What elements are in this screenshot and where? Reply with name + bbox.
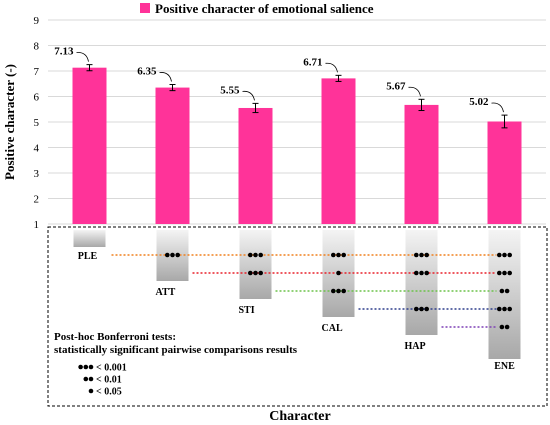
comparison-panel-frame (47, 226, 548, 407)
bar (321, 78, 356, 225)
bar (72, 67, 107, 224)
y-tick-label: 5 (34, 117, 40, 129)
category-label: CAL (322, 323, 343, 334)
bar (155, 87, 190, 224)
bar (487, 121, 522, 224)
category-label: HAP (405, 341, 426, 352)
significance-dot (331, 252, 336, 258)
value-leader (242, 90, 255, 101)
significance-dot (419, 306, 424, 312)
comparison-caption-line1: Post-hoc Bonferroni tests: (54, 331, 176, 343)
significance-dot (88, 388, 94, 394)
significance-dot (78, 364, 83, 370)
significance-dot (165, 252, 170, 258)
significance-dot (424, 270, 430, 276)
significance-dot (248, 270, 253, 276)
significance-dot (424, 306, 430, 312)
comparison-column (239, 230, 272, 299)
value-leader (159, 72, 172, 82)
significance-dot (336, 288, 341, 294)
comparison-caption-line2: statistically significant pairwise compa… (54, 344, 298, 356)
value-label: 6.35 (137, 66, 157, 78)
y-tick-label: 1 (34, 219, 40, 231)
value-leader (325, 62, 338, 73)
category-label: PLE (78, 251, 98, 262)
significance-legend: < 0.001< 0.01< 0.05 (78, 363, 127, 398)
significance-dot (83, 376, 89, 382)
significance-dot (497, 306, 502, 312)
legend-label: Positive character of emotional salience (155, 1, 374, 16)
category-label: STI (239, 305, 255, 316)
value-label: 7.13 (54, 46, 74, 58)
significance-dot (258, 252, 264, 258)
significance-dot (497, 252, 502, 258)
y-tick-label: 7 (34, 66, 40, 78)
significance-dot (88, 364, 94, 370)
significance-legend-label: < 0.001 (96, 363, 127, 374)
significance-dot (499, 324, 505, 330)
significance-dot (424, 252, 430, 258)
significance-dot (253, 270, 258, 276)
significance-legend-label: < 0.01 (96, 375, 122, 386)
y-gridlines (48, 19, 546, 225)
y-tick-label: 3 (34, 168, 40, 180)
significance-dot (504, 324, 510, 330)
value-label: 5.02 (469, 96, 489, 108)
significance-dot (419, 270, 424, 276)
significance-dot (502, 306, 507, 312)
significance-dot (175, 252, 180, 258)
y-tick-label: 4 (34, 143, 40, 155)
value-label: 6.71 (303, 56, 322, 68)
significance-dot (507, 270, 512, 276)
legend-swatch (140, 3, 150, 13)
significance-dot (248, 252, 253, 258)
significance-dot (502, 270, 507, 276)
significance-legend-label: < 0.05 (96, 387, 122, 398)
value-label: 5.55 (220, 84, 240, 96)
bars: 7.13 6.35 5.55 6.71 5.67 5.02 (54, 46, 522, 225)
significance-dot (170, 252, 175, 258)
category-label: ENE (494, 361, 515, 372)
significance-dot (341, 252, 347, 258)
significance-dot (258, 270, 264, 276)
category-label: ATT (156, 287, 176, 298)
significance-dot (331, 288, 336, 294)
value-leader (408, 86, 421, 97)
significance-dot (83, 364, 89, 370)
significance-dot (502, 252, 507, 258)
y-axis-label: Positive character (-) (2, 64, 17, 180)
significance-dot (414, 252, 419, 258)
y-axis: 1 2 3 4 5 6 7 8 9 (34, 15, 40, 231)
significance-dot (504, 288, 510, 294)
significance-dot (507, 306, 512, 312)
significance-dot (336, 270, 341, 276)
comparison-rows (111, 252, 512, 330)
significance-dot (414, 306, 419, 312)
significance-dot (419, 252, 424, 258)
significance-dot (336, 252, 341, 258)
legend: Positive character of emotional salience (140, 1, 374, 16)
y-tick-label: 2 (34, 194, 40, 206)
x-axis-label: Character (269, 409, 330, 424)
value-leader (491, 102, 504, 113)
significance-dot (499, 288, 505, 294)
comparison-columns: PLE ATT STI CAL HAP ENE (73, 230, 521, 372)
significance-dot (88, 376, 94, 382)
significance-dot (507, 252, 512, 258)
significance-dot (253, 252, 258, 258)
significance-dot (414, 270, 419, 276)
y-tick-label: 6 (34, 92, 40, 104)
comparison-column (488, 230, 521, 359)
comparison-column (73, 230, 106, 247)
bar (238, 107, 273, 224)
bar (404, 104, 439, 224)
value-label: 5.67 (386, 80, 406, 92)
comparison-column (405, 230, 438, 335)
y-tick-label: 8 (34, 41, 40, 53)
y-tick-label: 9 (34, 15, 40, 27)
significance-dot (497, 270, 502, 276)
value-leader (76, 52, 89, 62)
significance-dot (341, 288, 347, 294)
